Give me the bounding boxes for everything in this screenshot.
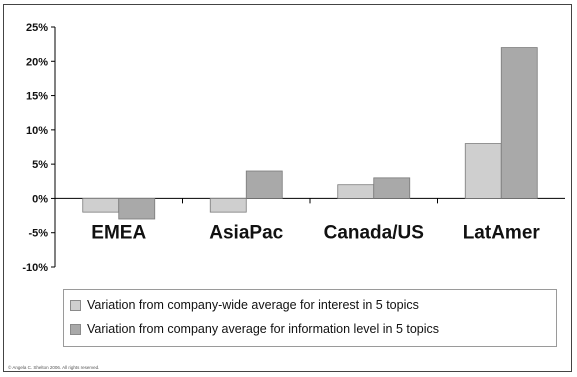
- y-tick-label: 20%: [26, 56, 48, 68]
- bar-interest-asiapac: [209, 198, 247, 213]
- bar-interest-emea: [82, 198, 120, 213]
- legend-swatch-information: [70, 323, 81, 335]
- y-tick-label: 10%: [26, 125, 48, 137]
- category-label-canadaus: Canada/US: [324, 222, 424, 243]
- y-tick-label: -10%: [22, 262, 48, 274]
- y-tick-label: -5%: [28, 228, 48, 240]
- category-label-emea: EMEA: [91, 222, 146, 243]
- legend-swatch-interest: [70, 299, 81, 311]
- y-tick-label: 0%: [32, 193, 48, 205]
- bar-interest-canadaus: [337, 184, 375, 199]
- category-label-asiapac: AsiaPac: [209, 222, 283, 243]
- y-tick-label: 5%: [32, 159, 48, 171]
- chart-legend: Variation from company-wide average for …: [63, 289, 557, 347]
- copyright-note: © Angela C. Shelton 2006. All rights res…: [8, 365, 100, 370]
- bar-information-asiapac: [245, 170, 283, 199]
- bar-interest-latamer: [464, 143, 502, 199]
- bar-information-latamer: [500, 47, 538, 199]
- y-tick-label: 15%: [26, 91, 48, 103]
- bar-information-canadaus: [373, 177, 411, 199]
- bar-information-emea: [118, 198, 156, 220]
- legend-item-information: Variation from company average for infor…: [70, 317, 550, 341]
- category-label-latamer: LatAmer: [463, 222, 541, 243]
- legend-label-information: Variation from company average for infor…: [87, 322, 440, 336]
- legend-label-interest: Variation from company-wide average for …: [87, 298, 419, 312]
- y-tick-label: 25%: [26, 22, 48, 34]
- legend-item-interest: Variation from company-wide average for …: [70, 293, 550, 317]
